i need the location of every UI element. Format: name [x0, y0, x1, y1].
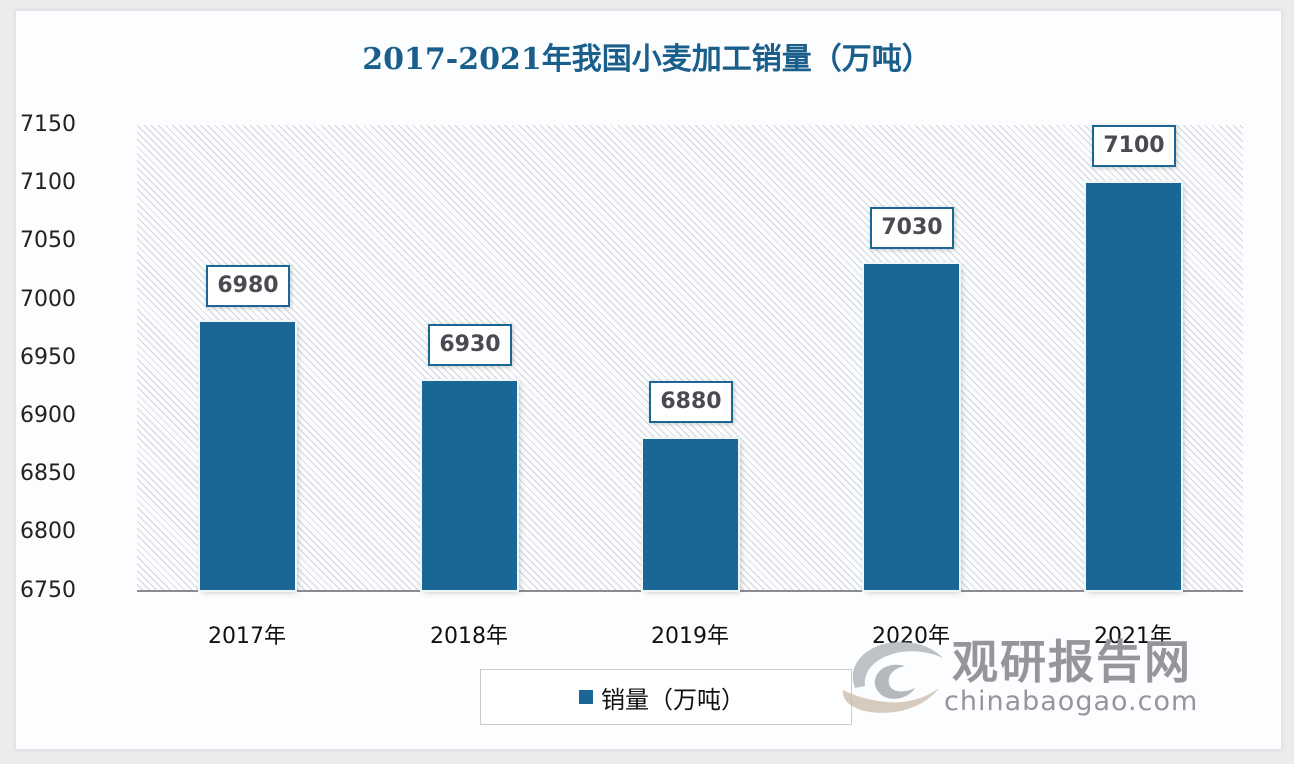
legend-swatch-icon	[579, 690, 593, 704]
bar-2021	[1086, 183, 1181, 590]
y-tick: 6750	[20, 578, 76, 603]
y-tick: 7100	[20, 170, 76, 195]
watermark-logo-icon	[842, 641, 943, 713]
x-axis-line	[137, 590, 1243, 592]
data-label: 6880	[649, 381, 733, 423]
bar-2020	[864, 264, 959, 590]
bar-2017	[200, 322, 295, 590]
data-label: 6980	[206, 265, 290, 307]
x-tick: 2019年	[651, 624, 729, 649]
y-tick: 6900	[20, 403, 76, 428]
bar-2019	[643, 439, 738, 590]
x-tick: 2018年	[430, 624, 508, 649]
legend-label: 销量（万吨）	[601, 686, 745, 714]
watermark-cn: 观研报告网	[952, 635, 1192, 689]
bar-2018	[422, 381, 517, 590]
y-tick: 6950	[20, 345, 76, 370]
data-label: 7100	[1092, 125, 1176, 167]
legend: 销量（万吨）	[480, 669, 852, 725]
y-tick: 7150	[20, 112, 76, 137]
data-label: 6930	[428, 324, 512, 366]
watermark-en: chinabaogao.com	[944, 686, 1199, 717]
y-tick: 6850	[20, 461, 76, 486]
y-tick: 7000	[20, 287, 76, 312]
y-tick: 7050	[20, 228, 76, 253]
chart-title: 2017-2021年我国小麦加工销量（万吨）	[362, 42, 932, 77]
y-tick: 6800	[20, 519, 76, 544]
x-tick: 2021年	[1094, 624, 1172, 649]
data-label: 7030	[870, 207, 954, 249]
x-tick: 2017年	[208, 624, 286, 649]
